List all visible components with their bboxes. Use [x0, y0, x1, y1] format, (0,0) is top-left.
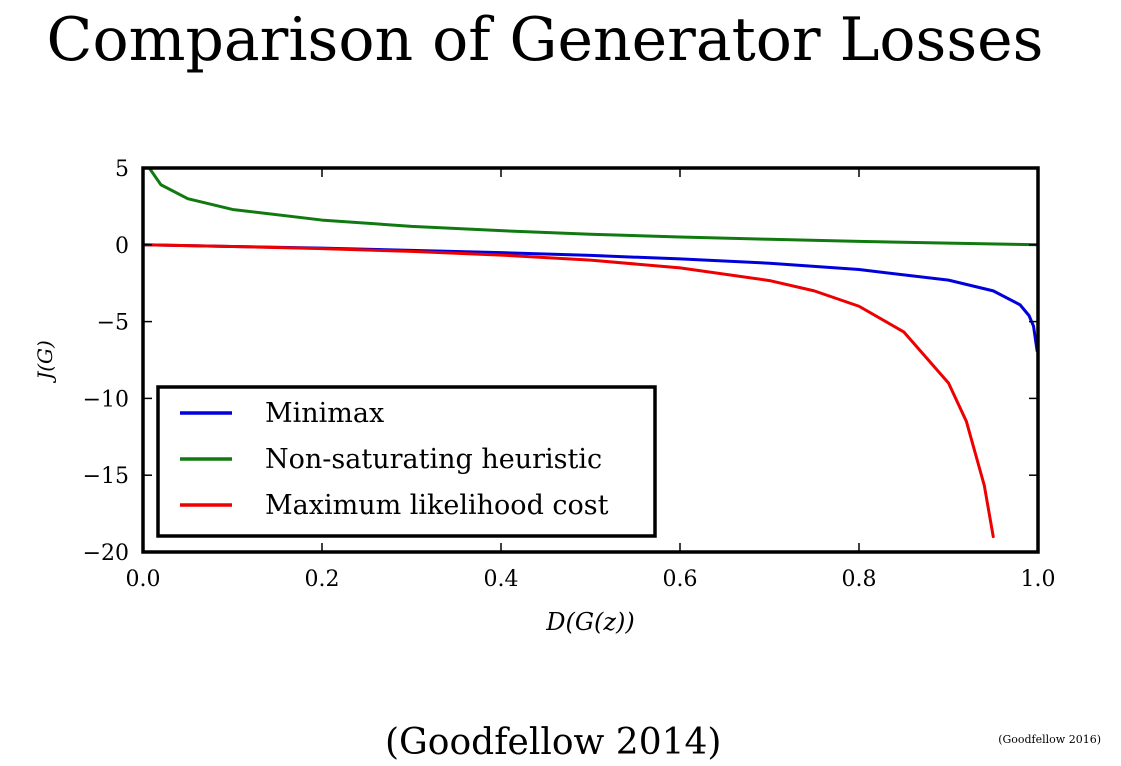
y-tick-label-0: 5	[115, 157, 129, 182]
footer-citation: (Goodfellow 2016)	[998, 733, 1101, 746]
series-layer	[143, 168, 1038, 539]
x-axis-label: D(G(z))	[545, 608, 635, 636]
series-line-1	[147, 168, 1038, 247]
y-tick-label-4: −15	[83, 464, 129, 489]
legend-label-0: Minimax	[265, 398, 384, 429]
y-axis-label: J(G)	[33, 340, 57, 384]
legend-label-1: Non-saturating heuristic	[265, 444, 602, 475]
x-tick-label-3: 0.6	[663, 567, 698, 592]
x-tick-label-4: 0.8	[842, 567, 877, 592]
x-tick-label-1: 0.2	[305, 567, 340, 592]
y-tick-label-5: −20	[83, 541, 129, 566]
y-tick-label-1: 0	[115, 234, 129, 259]
citation: (Goodfellow 2014)	[385, 722, 722, 763]
slide-title: Comparison of Generator Losses	[46, 5, 1044, 75]
x-tick-label-5: 1.0	[1021, 567, 1056, 592]
x-tick-label-2: 0.4	[484, 567, 519, 592]
legend: Minimax Non-saturating heuristic Maximum l…	[156, 385, 657, 538]
y-tick-label-3: −10	[83, 387, 129, 412]
legend-box	[156, 385, 657, 538]
labels-layer: 0.0 0.2 0.4 0.6 0.8 1.0 5 0 −5 −10 −15 −20 D(G(z)) J(…	[33, 157, 1056, 636]
x-tick-label-0: 0.0	[126, 567, 161, 592]
legend-label-2: Maximum likelihood cost	[265, 490, 609, 521]
series-line-2	[143, 243, 995, 539]
plot-frame	[141, 166, 1040, 554]
ticks-layer	[142, 167, 1039, 553]
y-tick-label-2: −5	[97, 311, 129, 336]
